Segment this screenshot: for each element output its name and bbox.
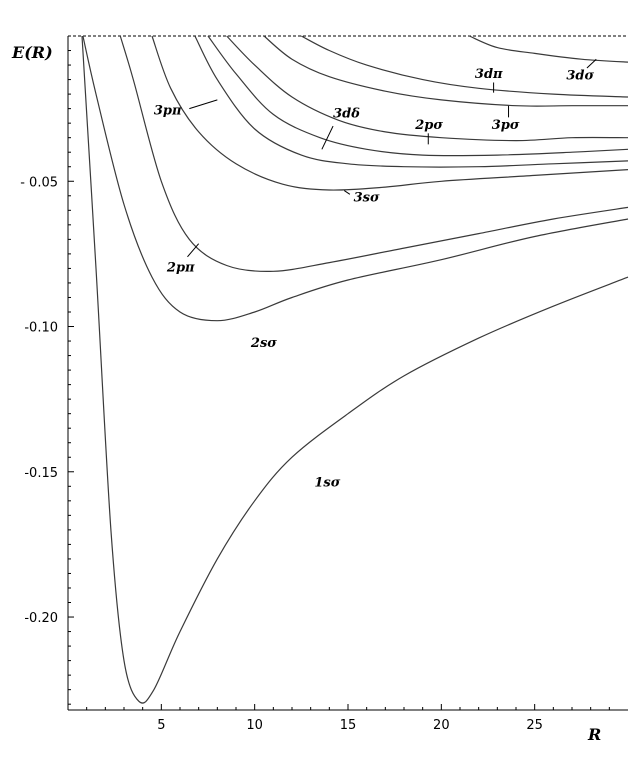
curves (81, 35, 629, 704)
y-tick-label: -0.10 (24, 321, 58, 336)
leader-line (343, 190, 351, 195)
leader-line (187, 243, 200, 258)
curve-3dδ (207, 35, 629, 157)
curve-3pπ (194, 35, 629, 168)
curve-label: 3dσ (566, 69, 594, 84)
x-axis-title: R (587, 725, 601, 744)
curve-3pσ (263, 35, 628, 107)
y-axis-title: E(R) (11, 43, 53, 62)
curve-label: 2pπ (166, 260, 195, 275)
x-tick-label: 10 (246, 718, 263, 733)
tick-labels: 5 10 15 20 25 - 0.05 -0.10 -0.15 -0.20 (20, 175, 543, 733)
curve-3dπ (301, 35, 629, 98)
x-tick-label: 15 (340, 718, 357, 733)
curve-3sσ (151, 35, 629, 191)
curve-labels: 1sσ 2sσ 2pπ 3sσ 3pπ 3dδ 2pσ 3pσ 3dπ 3dσ (154, 58, 597, 490)
curve-label: 2pσ (414, 118, 443, 133)
leader-line (189, 99, 218, 110)
curve-2sσ (82, 35, 629, 322)
leader-line (586, 58, 597, 69)
curve-1sσ (81, 35, 629, 704)
curve-label: 2sσ (250, 336, 277, 351)
curve-label: 3dδ (333, 106, 360, 121)
curve-2pσ (226, 35, 629, 142)
axis-ticks (68, 50, 610, 710)
curve-label: 3dπ (475, 67, 503, 82)
curve-label: 1sσ (314, 475, 340, 490)
y-tick-label: -0.15 (24, 466, 58, 481)
curve-2pπ (119, 35, 629, 273)
curve-label: 3pσ (492, 118, 520, 133)
x-tick-label: 25 (526, 718, 543, 733)
leader-line (321, 125, 334, 150)
y-tick-label: -0.20 (24, 611, 58, 626)
y-tick-label: - 0.05 (20, 175, 58, 190)
curve-3dσ (469, 35, 629, 63)
x-tick-label: 5 (157, 718, 165, 733)
curve-label: 3pπ (154, 103, 182, 118)
x-tick-label: 20 (433, 718, 450, 733)
curve-label: 3sσ (354, 191, 380, 206)
